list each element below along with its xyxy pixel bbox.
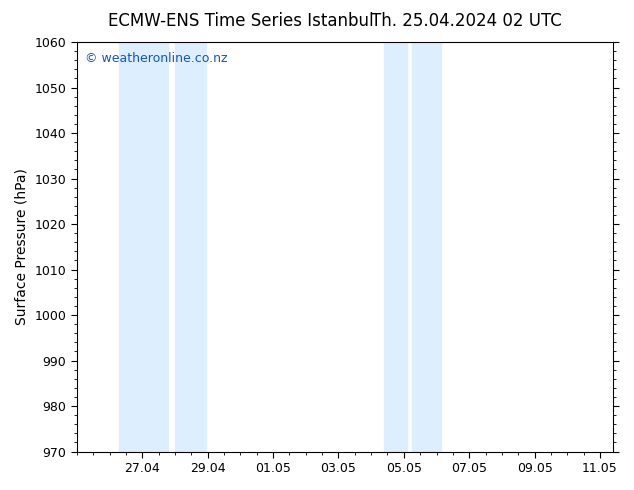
Bar — [119, 42, 169, 452]
Text: © weatheronline.co.nz: © weatheronline.co.nz — [85, 52, 228, 65]
Text: ECMW-ENS Time Series Istanbul: ECMW-ENS Time Series Istanbul — [108, 12, 373, 30]
Bar — [412, 42, 441, 452]
Y-axis label: Surface Pressure (hPa): Surface Pressure (hPa) — [15, 169, 29, 325]
Text: Th. 25.04.2024 02 UTC: Th. 25.04.2024 02 UTC — [371, 12, 561, 30]
Bar — [175, 42, 206, 452]
Bar — [384, 42, 407, 452]
